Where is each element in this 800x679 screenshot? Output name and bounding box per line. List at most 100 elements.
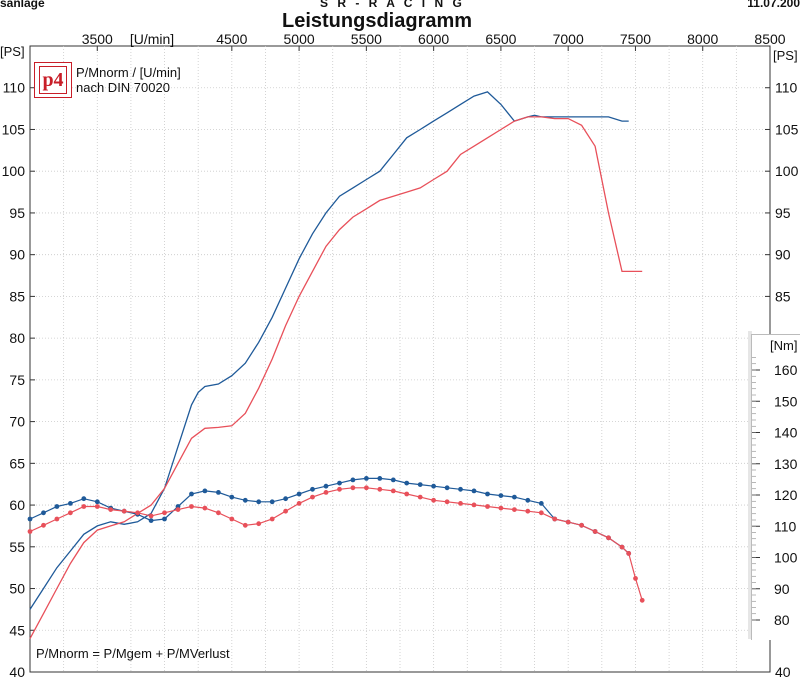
y-tick-label-right: 95: [775, 205, 791, 221]
torque-point-red: [189, 504, 194, 509]
torque-point-red: [175, 507, 181, 512]
torque-point-red: [606, 535, 611, 541]
torque-point-red: [94, 504, 100, 509]
torque-point-blue: [310, 486, 315, 492]
nm-axis-panel-shadow: [748, 331, 752, 639]
torque-point-red: [592, 529, 598, 534]
chart-title: Leistungsdiagramm: [282, 10, 473, 32]
torque-point-blue: [538, 501, 544, 506]
torque-point-red: [41, 522, 46, 528]
torque-point-blue: [525, 497, 531, 503]
y-unit-label-right: [PS]: [773, 48, 798, 63]
y-tick-label-left: 60: [9, 497, 25, 513]
torque-point-red: [216, 510, 221, 516]
torque-point-red: [525, 508, 531, 514]
y-tick-label-left: 95: [9, 205, 25, 221]
legend-logo-box: p4: [34, 62, 72, 98]
torque-point-blue: [229, 494, 235, 500]
torque-point-red: [229, 516, 235, 522]
y-tick-label-left: 75: [9, 372, 25, 388]
nm-tick-label: 80: [774, 612, 790, 628]
y-tick-label-left: 55: [9, 539, 25, 555]
x-tick-label: 3500: [82, 31, 113, 47]
y-tick-label-right: 90: [775, 247, 791, 263]
torque-point-blue: [431, 483, 436, 489]
torque-point-red: [54, 516, 60, 522]
torque-point-red: [242, 522, 248, 528]
torque-point-blue: [458, 486, 463, 492]
torque-point-red: [417, 494, 423, 500]
torque-point-red: [81, 504, 87, 509]
formula-text: P/Mnorm = P/Mgem + P/MVerlust: [36, 646, 230, 661]
torque-point-red: [148, 513, 154, 519]
torque-point-red: [431, 497, 436, 503]
torque-point-red: [296, 501, 302, 506]
y-tick-label-left: 110: [3, 80, 26, 96]
torque-point-red: [404, 491, 410, 497]
x-tick-label: 4500: [216, 31, 247, 47]
torque-point-blue: [485, 491, 490, 497]
y-tick-label-left: 100: [2, 163, 26, 179]
torque-point-blue: [269, 499, 275, 505]
torque-point-red: [350, 485, 356, 491]
x-tick-label: 8000: [687, 31, 718, 47]
power-series-red: [29, 116, 643, 639]
torque-point-blue: [283, 496, 288, 502]
y-tick-label-left: 40: [9, 664, 25, 679]
torque-point-red: [485, 504, 490, 509]
x-tick-label: 5500: [351, 31, 382, 47]
torque-point-blue: [296, 491, 302, 497]
torque-point-red: [512, 507, 517, 512]
x-tick-label: 6500: [485, 31, 516, 47]
x-tick-label: 5000: [284, 31, 315, 47]
torque-point-red: [337, 486, 342, 492]
header-center-text: S R - R A C I N G: [320, 0, 465, 10]
torque-point-red: [498, 505, 504, 511]
torque-point-red: [458, 501, 463, 506]
torque-point-blue: [162, 516, 167, 522]
torque-point-blue: [81, 496, 87, 502]
nm-tick-label: 130: [774, 456, 798, 472]
torque-point-blue: [323, 483, 329, 489]
torque-point-blue: [94, 499, 100, 505]
torque-point-red: [390, 488, 396, 494]
nm-tick-label: 150: [774, 393, 798, 409]
torque-point-red: [471, 502, 477, 508]
y-tick-label-right: 85: [775, 288, 791, 304]
torque-point-blue: [68, 501, 73, 506]
torque-point-blue: [350, 477, 356, 483]
header-date: 11.07.200: [747, 0, 800, 10]
torque-point-red: [162, 510, 167, 516]
nm-tick-label: 160: [774, 362, 798, 378]
torque-point-blue: [202, 488, 208, 494]
torque-point-red: [283, 508, 288, 514]
legend-line-2: nach DIN 70020: [76, 80, 170, 95]
y-tick-label-left: 45: [9, 622, 25, 638]
legend-line-1: P/Mnorm / [U/min]: [76, 65, 181, 80]
torque-point-blue: [148, 518, 154, 523]
y-tick-label-left: 50: [9, 581, 25, 597]
torque-point-blue: [390, 477, 396, 483]
torque-point-blue: [54, 504, 60, 509]
torque-point-red: [27, 529, 33, 534]
y-tick-label-left: 85: [9, 288, 25, 304]
nm-tick-label: 90: [774, 581, 790, 597]
torque-point-blue: [377, 476, 383, 481]
x-tick-label: 7500: [620, 31, 651, 47]
torque-point-red: [565, 519, 571, 525]
torque-point-red: [444, 499, 450, 505]
x-tick-label: 6000: [418, 31, 449, 47]
nm-tick-label: 110: [774, 518, 797, 534]
nm-tick-label: 100: [774, 550, 798, 566]
torque-point-blue: [41, 510, 46, 516]
y-tick-label-right: 110: [775, 80, 798, 96]
y-tick-label-left: 105: [2, 121, 26, 137]
torque-point-red: [626, 551, 632, 556]
y-unit-label-left: [PS]: [0, 44, 25, 59]
torque-point-blue: [242, 497, 248, 503]
nm-unit-label: [Nm]: [770, 338, 797, 353]
torque-point-blue: [498, 493, 504, 498]
torque-point-red: [135, 510, 141, 516]
torque-point-red: [256, 521, 262, 527]
